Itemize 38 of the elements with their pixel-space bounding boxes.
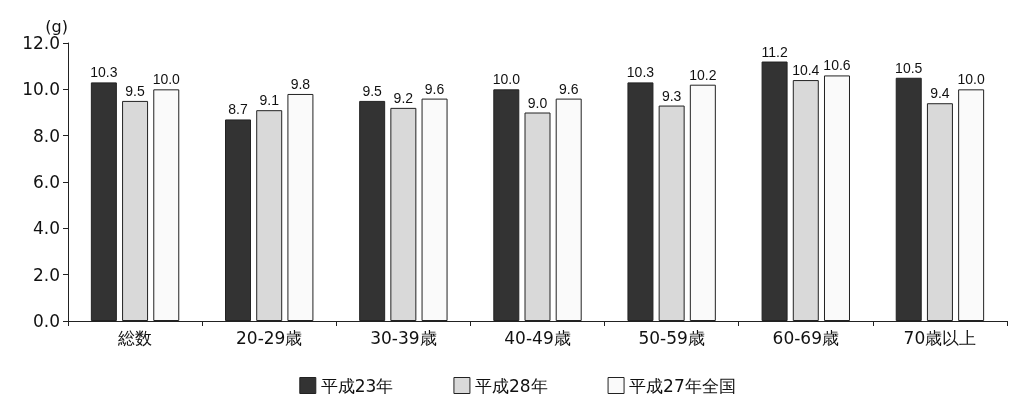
data-label: 9.1: [259, 92, 280, 109]
data-label: 10.2: [689, 66, 717, 83]
legend-label: 平成27年全国: [629, 375, 736, 396]
y-tick-label: 4.0: [32, 218, 60, 239]
data-label: 9.8: [290, 75, 311, 92]
x-tick-label: 60-69歳: [772, 327, 839, 348]
x-tick-label: 20-29歳: [236, 327, 303, 348]
data-label: 10.3: [90, 64, 118, 81]
data-label: 8.7: [228, 101, 248, 118]
y-tick-label: 2.0: [32, 264, 60, 285]
y-tick-label: 6.0: [32, 172, 60, 192]
data-label: 11.2: [761, 43, 788, 60]
legend-label: 平成28年: [474, 375, 548, 396]
data-label: 9.0: [527, 94, 548, 111]
data-label: 9.4: [930, 85, 950, 102]
data-label: 9.2: [393, 89, 414, 106]
x-tick-label: 40-49歳: [504, 327, 571, 348]
x-tick-label: 30-39歳: [370, 327, 437, 348]
data-label: 10.0: [152, 71, 181, 88]
data-label: 9.5: [125, 82, 146, 99]
y-tick-label: 10.0: [22, 79, 60, 100]
data-label: 10.5: [895, 59, 923, 76]
data-label: 10.6: [823, 57, 851, 74]
data-label: 10.0: [957, 71, 985, 88]
x-tick-label: 総数: [117, 327, 153, 348]
data-label: 9.3: [661, 87, 682, 104]
data-label: 10.4: [792, 62, 820, 79]
data-label: 10.0: [492, 71, 521, 88]
data-label: 10.3: [626, 64, 655, 81]
data-label: 9.6: [424, 80, 445, 97]
data-label: 9.5: [362, 82, 383, 99]
x-tick-label: 70歳以上: [903, 327, 977, 348]
legend-label: 平成23年: [320, 375, 394, 396]
x-tick-label: 50-59歳: [638, 327, 705, 348]
y-tick-label: 8.0: [32, 125, 60, 146]
y-axis-title: (g): [45, 17, 68, 37]
data-label: 9.6: [558, 80, 579, 97]
y-tick-label: 0.0: [32, 311, 60, 331]
